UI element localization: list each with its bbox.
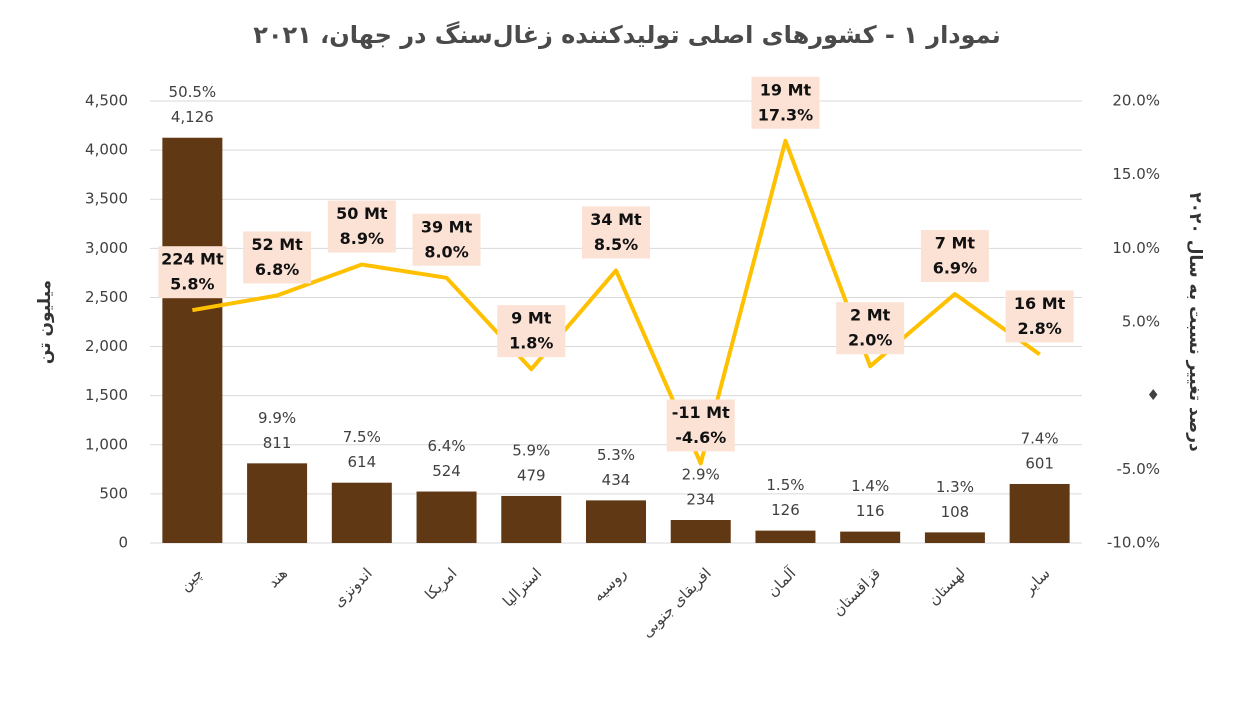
x-tick-label: آلمان — [763, 564, 800, 601]
y2-tick-label: -10.0% — [1107, 534, 1160, 552]
x-tick-label: روسیه — [589, 564, 630, 605]
bar — [416, 491, 477, 543]
bar-value-label: 601 — [1025, 454, 1054, 472]
bar-share-label: 7.5% — [343, 428, 381, 446]
x-tick-label: استرالیا — [499, 564, 545, 610]
bar-share-label: 2.9% — [682, 466, 720, 484]
label-box — [412, 213, 481, 266]
x-tick-label: امریکا — [421, 564, 460, 603]
line — [192, 138, 1041, 466]
bar — [247, 463, 308, 543]
bar-value-label: 479 — [517, 466, 546, 484]
y-tick-label: 500 — [99, 484, 128, 502]
x-tick-label: چین — [176, 564, 207, 595]
line-value-label: 6.9% — [933, 259, 977, 278]
line-value-label: 8.5% — [594, 235, 638, 254]
bar-share-label: 50.5% — [169, 83, 217, 101]
bar — [586, 500, 646, 543]
line-value-label: 2.8% — [1017, 319, 1061, 338]
line-value-label: 2.0% — [848, 331, 892, 350]
bar — [755, 530, 816, 543]
change-label: -11 Mt — [672, 403, 730, 422]
bar — [501, 495, 562, 543]
bar-share-label: 1.3% — [936, 478, 974, 496]
bar — [162, 137, 223, 543]
y-axis-title: میلیون تن — [35, 280, 55, 364]
label-box — [497, 305, 566, 358]
label-box — [836, 302, 905, 355]
label-box — [751, 76, 820, 129]
change-label: 34 Mt — [590, 210, 642, 229]
bar-value-label: 116 — [856, 502, 885, 520]
change-label: 19 Mt — [760, 80, 812, 99]
bar — [1009, 483, 1070, 543]
line-value-label: -4.6% — [675, 428, 726, 447]
y-tick-label: 4,000 — [85, 141, 128, 159]
change-label: 224 Mt — [161, 250, 224, 269]
y-tick-label: 2,000 — [85, 337, 128, 355]
change-label: 52 Mt — [251, 235, 303, 254]
label-box — [582, 206, 650, 259]
bar-share-label: 5.9% — [512, 441, 550, 459]
change-label: 2 Mt — [850, 306, 891, 325]
line-value-label: 17.3% — [758, 105, 814, 124]
y-tick-label: 3,500 — [85, 190, 128, 208]
line-value-label: 1.8% — [509, 334, 553, 353]
y2-tick-label: 15.0% — [1112, 165, 1160, 183]
bar — [840, 531, 901, 543]
x-tick-label: قزاقستان — [829, 564, 884, 619]
change-label: 50 Mt — [336, 204, 388, 223]
change-label: 7 Mt — [935, 234, 976, 253]
y-tick-label: 2,500 — [85, 288, 128, 306]
label-box — [920, 230, 989, 283]
bar-share-label: 9.9% — [258, 409, 296, 427]
y2-axis-title: درصد تغییر نسبت به سال ۲۰۲۰ — [1185, 192, 1205, 452]
bar-share-label: 5.3% — [597, 446, 635, 464]
bar-value-label: 614 — [347, 453, 376, 471]
change-label: 9 Mt — [511, 309, 552, 328]
bar — [331, 482, 392, 543]
y2-tick-label: 10.0% — [1112, 239, 1160, 257]
change-label: 39 Mt — [421, 217, 473, 236]
line-value-label: 6.8% — [255, 260, 299, 279]
bar — [670, 520, 731, 543]
bar-share-label: 7.4% — [1021, 429, 1059, 447]
bar-value-label: 234 — [686, 491, 715, 509]
label-box — [666, 399, 735, 452]
x-tick-label: هند — [264, 564, 291, 591]
x-tick-label: لهستان — [924, 564, 969, 609]
label-box — [327, 200, 396, 253]
label-box — [158, 246, 227, 299]
y-tick-label: 0 — [118, 534, 128, 552]
y-tick-label: 4,500 — [85, 92, 128, 110]
bar-value-label: 434 — [602, 471, 631, 489]
line-value-label: 5.8% — [170, 275, 214, 294]
y-tick-label: 1,000 — [85, 435, 128, 453]
x-tick-label: سایر — [1019, 564, 1053, 598]
bar-share-label: 6.4% — [427, 437, 465, 455]
bar-share-label: 1.5% — [766, 476, 804, 494]
y2-tick-label: ♦ — [1147, 386, 1160, 404]
y2-tick-label: 5.0% — [1122, 313, 1160, 331]
y2-tick-label: -5.0% — [1116, 460, 1160, 478]
y2-tick-label: 20.0% — [1112, 92, 1160, 110]
x-tick-label: اندونزی — [329, 564, 375, 610]
y-tick-label: 3,000 — [85, 239, 128, 257]
y-tick-label: 1,500 — [85, 386, 128, 404]
label-box — [1005, 290, 1074, 343]
bar-value-label: 811 — [263, 434, 292, 452]
change-label: 16 Mt — [1014, 294, 1066, 313]
chart-title: نمودار ۱ - کشورهای اصلی تولیدکننده زغال‌… — [253, 21, 1001, 49]
bar-value-label: 108 — [941, 503, 970, 521]
bar-value-label: 4,126 — [171, 108, 214, 126]
bar-value-label: 524 — [432, 462, 461, 480]
x-tick-label: افریقای جنوبی — [638, 564, 715, 641]
bar-value-label: 126 — [771, 501, 800, 519]
line-value-label: 8.9% — [340, 229, 384, 248]
label-box — [243, 231, 312, 284]
line-value-label: 8.0% — [424, 242, 468, 261]
bar-share-label: 1.4% — [851, 477, 889, 495]
bar — [924, 532, 985, 543]
